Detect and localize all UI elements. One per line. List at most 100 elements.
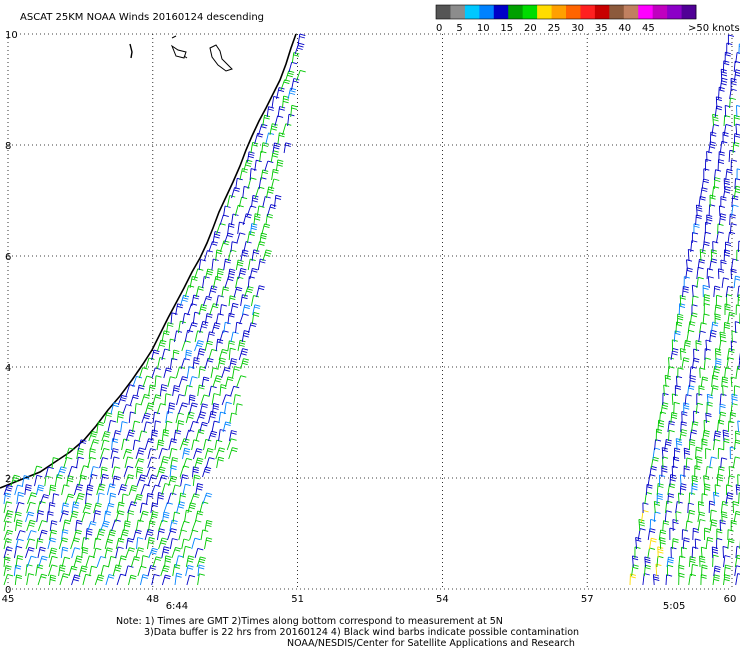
wind-barb [173,330,183,343]
wind-barb [720,259,727,271]
colorbar-label: 40 [618,23,631,34]
wind-barb [239,168,249,181]
wind-barb [723,564,732,577]
colorbar-swatch [479,5,495,19]
wind-barb [211,322,221,334]
wind-barb [244,286,254,298]
wind-barb [97,492,105,505]
wind-barb [189,420,199,433]
wind-barb [701,438,708,451]
wind-barb [71,501,80,514]
x-tick-label: 54 [436,594,449,605]
wind-barb [239,313,249,325]
wind-barb [251,311,260,325]
wind-barb [126,510,135,523]
wind-barb [208,285,218,298]
wind-barb [675,501,683,514]
wind-barb [711,385,719,397]
wind-barb [110,448,119,460]
wind-barb [160,565,170,577]
wind-barb [69,510,79,523]
wind-barb [175,412,185,424]
wind-barb [661,465,668,478]
wind-barb [212,231,221,244]
wind-barb [48,484,57,496]
wind-barb [712,438,721,451]
wind-barb [161,483,171,496]
wind-barb [192,466,200,478]
wind-barb [692,527,699,541]
wind-barb [152,556,162,568]
wind-barb [629,573,637,586]
wind-barb [168,475,178,487]
wind-barb [693,223,700,235]
wind-barb [81,511,91,523]
wind-barb [715,358,722,370]
wind-barb [264,160,274,172]
wind-barb [270,178,280,190]
wind-barb [679,474,687,487]
wind-barb [161,574,171,586]
wind-barb [158,537,168,550]
wind-barb [723,574,731,586]
wind-barb [738,43,740,55]
colorbar-label: 30 [571,23,584,34]
wind-barb [647,528,656,541]
wind-barb [731,195,739,208]
wind-barb [26,519,36,532]
wind-barb [99,447,110,460]
wind-barb [175,303,184,316]
wind-barb [221,286,230,298]
wind-barb [265,132,275,145]
wind-barb [720,457,728,469]
wind-barb [132,529,142,541]
wind-barb [714,105,723,118]
wind-barb [647,547,656,559]
wind-barb [727,538,735,550]
wind-barb [90,466,99,478]
wind-barb [25,538,36,550]
wind-barb [656,492,663,505]
wind-barb [725,168,733,181]
colorbar-swatch [667,5,682,19]
wind-barb [675,511,682,523]
wind-barb [219,304,228,316]
wind-barb [729,88,737,100]
wind-barb [709,519,718,532]
wind-barb [721,376,729,388]
island-outline [129,43,133,59]
wind-barb [107,529,117,541]
wind-barb [236,375,247,388]
wind-barb [176,394,185,406]
wind-barb [130,556,141,568]
wind-barb [259,232,268,244]
wind-barb [111,456,120,469]
wind-barb [642,573,650,586]
wind-barb [194,268,204,280]
wind-barb [703,168,710,180]
wind-barb [725,285,734,298]
wind-barb [722,385,729,397]
wind-barb [150,484,161,496]
wind-barb [718,339,727,352]
wind-barb [232,366,241,379]
colorbar-swatch [450,5,466,19]
island-outline [171,35,177,39]
wind-barb [215,295,224,307]
wind-barb [196,348,206,361]
wind-barb [704,483,711,496]
wind-barb [683,465,690,478]
colorbar-swatch [623,5,639,19]
wind-barb [702,284,709,298]
wind-barb [187,502,197,514]
wind-barb [148,547,159,559]
wind-barb [712,240,719,253]
wind-barb [212,275,222,289]
wind-barb [726,357,735,370]
wind-barb [13,511,22,523]
wind-barb [274,194,282,208]
wind-barb [715,96,723,109]
wind-barb [689,366,697,379]
wind-barb [727,311,736,325]
